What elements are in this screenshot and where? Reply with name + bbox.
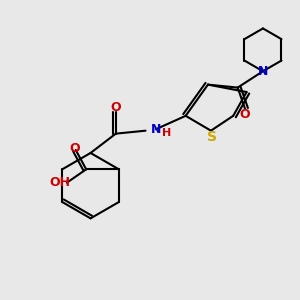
Text: O: O [69,142,80,155]
Text: N: N [151,123,161,136]
Text: S: S [206,130,217,144]
Text: N: N [258,65,268,78]
Text: O: O [110,101,121,114]
Text: OH: OH [50,176,71,189]
Text: H: H [162,128,172,138]
Text: O: O [240,108,250,121]
